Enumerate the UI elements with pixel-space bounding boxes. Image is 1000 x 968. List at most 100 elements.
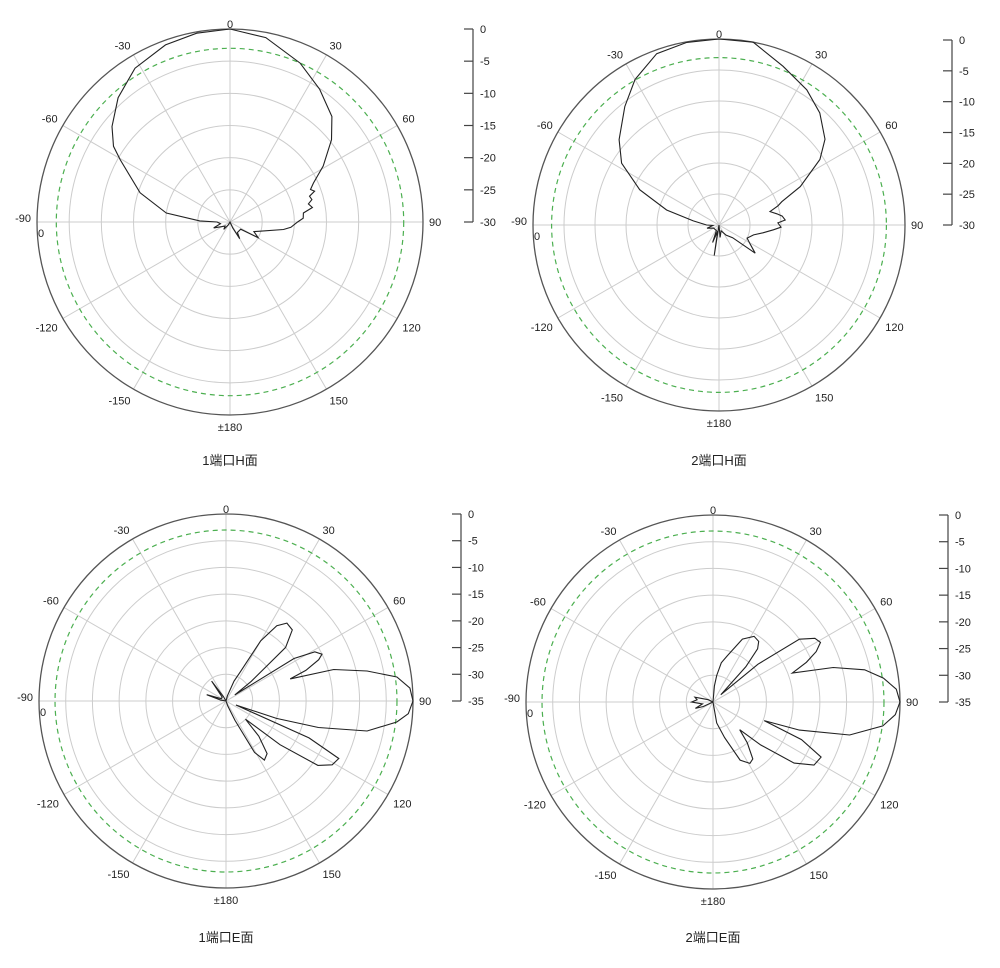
angle-label: -30 [115, 41, 131, 53]
pattern-trace [618, 38, 826, 256]
scale-bar-label: -20 [955, 617, 971, 629]
scale-bar-label: -25 [955, 644, 971, 656]
scale-bar-label: -5 [468, 536, 478, 548]
angle-label: ±180 [701, 896, 725, 908]
angle-label: 30 [323, 525, 335, 537]
angle-label: ±180 [214, 895, 238, 907]
reference-circle [54, 529, 398, 873]
reference-circle [55, 47, 405, 397]
angle-label: -90 [17, 692, 33, 704]
angle-label: 0 [716, 29, 722, 41]
angle-label: 60 [885, 120, 897, 132]
reference-circle [541, 530, 885, 874]
angle-label: 60 [402, 114, 414, 126]
scale-bar-label: -35 [955, 697, 971, 709]
scale-bar-label: -15 [959, 128, 975, 140]
angle-label: -60 [530, 597, 546, 609]
angle-label: -30 [607, 50, 623, 62]
chart-title: 2端口H面 [691, 453, 747, 468]
offset-label: 0 [534, 231, 540, 243]
angle-label: 60 [393, 596, 405, 608]
scale-bar-label: 0 [955, 510, 961, 522]
scale-bar-label: 0 [480, 24, 486, 36]
scale-bar-label: -5 [959, 66, 969, 78]
angle-label: -90 [504, 693, 520, 705]
pattern-trace [206, 622, 414, 766]
angle-label: 60 [880, 597, 892, 609]
angle-label: -90 [15, 213, 31, 225]
angle-label: 120 [880, 800, 898, 812]
angle-label: -120 [524, 800, 546, 812]
offset-label: 0 [527, 708, 533, 720]
angle-label: 30 [815, 50, 827, 62]
scale-bar-label: -10 [468, 562, 484, 574]
scale-bar-label: -25 [468, 643, 484, 655]
angle-label: -60 [42, 114, 58, 126]
angle-label: 120 [393, 799, 411, 811]
scale-bar-label: -15 [468, 589, 484, 601]
scale-bar-label: -25 [959, 189, 975, 201]
pattern-trace [689, 635, 901, 766]
angle-label: 30 [810, 526, 822, 538]
scale-bar-label: 0 [959, 35, 965, 47]
angle-label: 90 [906, 697, 918, 709]
chart-2: 2端口H面0306090120150±180-150-120-90-60-300… [511, 29, 975, 468]
scale-bar-label: -30 [480, 217, 496, 229]
scale-bar-label: -5 [480, 56, 490, 68]
reference-circle [550, 57, 887, 393]
angle-label: 120 [885, 322, 903, 334]
angle-label: 120 [402, 323, 420, 335]
scale-bar-label: -10 [959, 97, 975, 109]
scale-bar-label: -10 [480, 88, 496, 100]
angle-label: ±180 [707, 418, 731, 430]
angle-label: 90 [911, 220, 923, 232]
scale-bar-label: -20 [468, 616, 484, 628]
angle-label: -30 [114, 525, 130, 537]
angle-label: 150 [330, 395, 348, 407]
angle-label: 150 [810, 870, 828, 882]
scale-bar-label: 0 [468, 509, 474, 521]
angle-label: -30 [601, 526, 617, 538]
chart-3: 1端口E面0306090120150±180-150-120-90-60-300… [17, 504, 484, 945]
scale-bar-label: -10 [955, 563, 971, 575]
chart-title: 2端口E面 [686, 930, 741, 945]
angle-label: -120 [37, 799, 59, 811]
angle-label: 150 [815, 392, 833, 404]
angle-label: -150 [108, 395, 130, 407]
angle-label: -120 [36, 323, 58, 335]
angle-label: -60 [43, 596, 59, 608]
offset-label: 0 [40, 707, 46, 719]
angle-label: 150 [323, 869, 341, 881]
scale-bar-label: -20 [480, 153, 496, 165]
scale-bar-label: -5 [955, 537, 965, 549]
angle-label: -150 [594, 870, 616, 882]
angle-label: 0 [223, 504, 229, 516]
scale-bar-label: -35 [468, 696, 484, 708]
scale-bar-label: -30 [468, 669, 484, 681]
angle-label: -150 [107, 869, 129, 881]
angle-label: -60 [537, 120, 553, 132]
scale-bar-label: -15 [480, 121, 496, 133]
angle-label: -150 [601, 392, 623, 404]
offset-label: 0 [38, 228, 44, 240]
chart-1: 1端口H面0306090120150±180-150-120-90-60-300… [15, 19, 496, 468]
scale-bar-label: -30 [959, 220, 975, 232]
angle-label: ±180 [218, 422, 242, 434]
chart-4: 2端口E面0306090120150±180-150-120-90-60-300… [504, 505, 971, 945]
angle-label: 0 [227, 19, 233, 31]
angle-label: -120 [531, 322, 553, 334]
angle-label: 30 [330, 41, 342, 53]
scale-bar-label: -30 [955, 670, 971, 682]
scale-bar-label: -25 [480, 185, 496, 197]
scale-bar-label: -15 [955, 590, 971, 602]
chart-title: 1端口H面 [202, 453, 258, 468]
angle-label: 0 [710, 505, 716, 517]
chart-title: 1端口E面 [199, 930, 254, 945]
angle-label: 90 [419, 696, 431, 708]
angle-label: 90 [429, 217, 441, 229]
scale-bar-label: -20 [959, 158, 975, 170]
angle-label: -90 [511, 216, 527, 228]
pattern-trace [111, 28, 333, 240]
